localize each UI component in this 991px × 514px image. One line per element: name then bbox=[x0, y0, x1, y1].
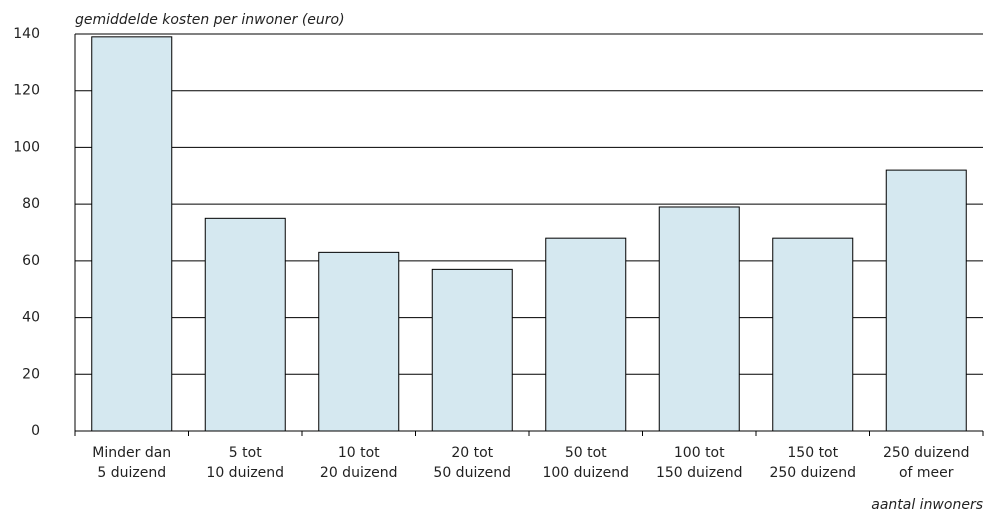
x-tick-label: 5 tot 10 duizend bbox=[206, 445, 285, 481]
bar bbox=[772, 237, 854, 432]
x-tick-label: 100 tot 150 duizend bbox=[655, 445, 743, 481]
x-tick-label: 50 tot 100 duizend bbox=[542, 445, 630, 481]
bar bbox=[885, 169, 967, 432]
x-tick-label: 250 duizend of meer bbox=[882, 445, 970, 481]
bar bbox=[204, 217, 286, 432]
bar bbox=[91, 36, 173, 432]
y-tick-label: 20 bbox=[22, 366, 40, 382]
x-tick-label: Minder dan 5 duizend bbox=[92, 445, 172, 481]
y-tick-label: 60 bbox=[22, 253, 40, 269]
x-tick-label: 150 tot 250 duizend bbox=[769, 445, 857, 481]
x-tick-label: 20 tot 50 duizend bbox=[433, 445, 512, 481]
bar bbox=[545, 237, 627, 432]
y-tick-label: 40 bbox=[22, 310, 40, 326]
y-tick-label: 140 bbox=[13, 26, 40, 42]
bar bbox=[658, 206, 740, 432]
y-tick-label: 100 bbox=[13, 139, 40, 155]
x-axis-label: aantal inwoners bbox=[871, 497, 983, 513]
y-tick-label: 0 bbox=[31, 423, 40, 439]
chart-title: gemiddelde kosten per inwoner (euro) bbox=[75, 12, 345, 28]
y-tick-label: 80 bbox=[22, 196, 40, 212]
bar bbox=[431, 268, 513, 432]
bar bbox=[318, 251, 400, 432]
x-tick-label: 10 tot 20 duizend bbox=[319, 445, 398, 481]
y-tick-label: 120 bbox=[13, 83, 40, 99]
